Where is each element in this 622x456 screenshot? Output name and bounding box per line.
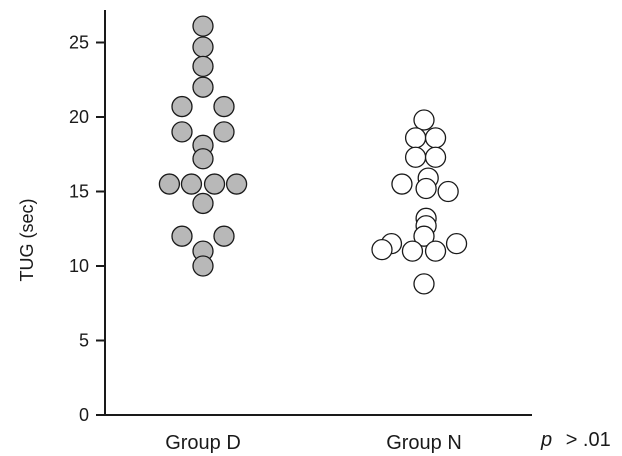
data-point-group-d-17	[213, 225, 235, 247]
data-point-group-d-2	[192, 36, 214, 58]
data-point-group-d-3	[192, 55, 214, 77]
y-tick-label-0: 0	[79, 405, 89, 425]
data-point-group-d-8	[213, 121, 235, 143]
data-point-group-d-19	[192, 255, 214, 277]
data-point-group-d-16	[171, 225, 193, 247]
y-axis-ticks: 0 5 10 15 20 25	[69, 33, 105, 425]
y-tick-label-10: 10	[69, 256, 89, 276]
p-value-symbol: p	[540, 429, 552, 451]
data-point-group-d-6	[213, 95, 235, 118]
plot-area: 0 5 10 15 20 25	[69, 10, 532, 425]
category-label-group-n: Group N	[386, 432, 462, 454]
data-point-group-n-3	[424, 127, 447, 149]
p-value-annotation: p > .01	[540, 429, 611, 451]
data-point-group-n-9	[437, 180, 459, 203]
data-point-group-n-7	[391, 173, 413, 195]
data-point-group-n-2	[404, 127, 427, 149]
data-point-group-n-5	[424, 146, 447, 168]
data-point-group-n-18	[413, 273, 435, 295]
y-tick-label-15: 15	[69, 182, 89, 202]
data-point-group-d-12	[180, 173, 203, 195]
data-point-group-n-1	[413, 109, 435, 131]
data-point-group-d-11	[158, 173, 181, 195]
p-value-text: > .01	[566, 429, 611, 451]
data-point-group-d-13	[203, 173, 226, 195]
data-point-group-d-14	[225, 173, 248, 195]
y-axis-title: TUG (sec)	[17, 199, 37, 282]
category-label-group-d: Group D	[165, 432, 241, 454]
data-point-group-d-5	[171, 95, 193, 118]
data-point-group-n-17	[424, 240, 447, 262]
data-point-group-n-16	[401, 240, 424, 262]
data-point-group-n-14	[445, 232, 468, 255]
data-point-group-d-4	[192, 76, 214, 98]
y-tick-label-5: 5	[79, 331, 89, 351]
data-point-group-n-8	[415, 177, 437, 200]
data-point-group-d-10	[192, 148, 214, 170]
data-points	[158, 15, 468, 295]
y-tick-label-25: 25	[69, 33, 89, 53]
data-point-group-d-1	[192, 15, 214, 37]
data-point-group-n-4	[404, 146, 427, 168]
data-point-group-n-12	[413, 225, 435, 247]
y-tick-label-20: 20	[69, 107, 89, 127]
data-point-group-d-7	[171, 121, 193, 143]
data-point-group-d-15	[192, 192, 214, 215]
data-point-group-n-15	[371, 238, 393, 261]
